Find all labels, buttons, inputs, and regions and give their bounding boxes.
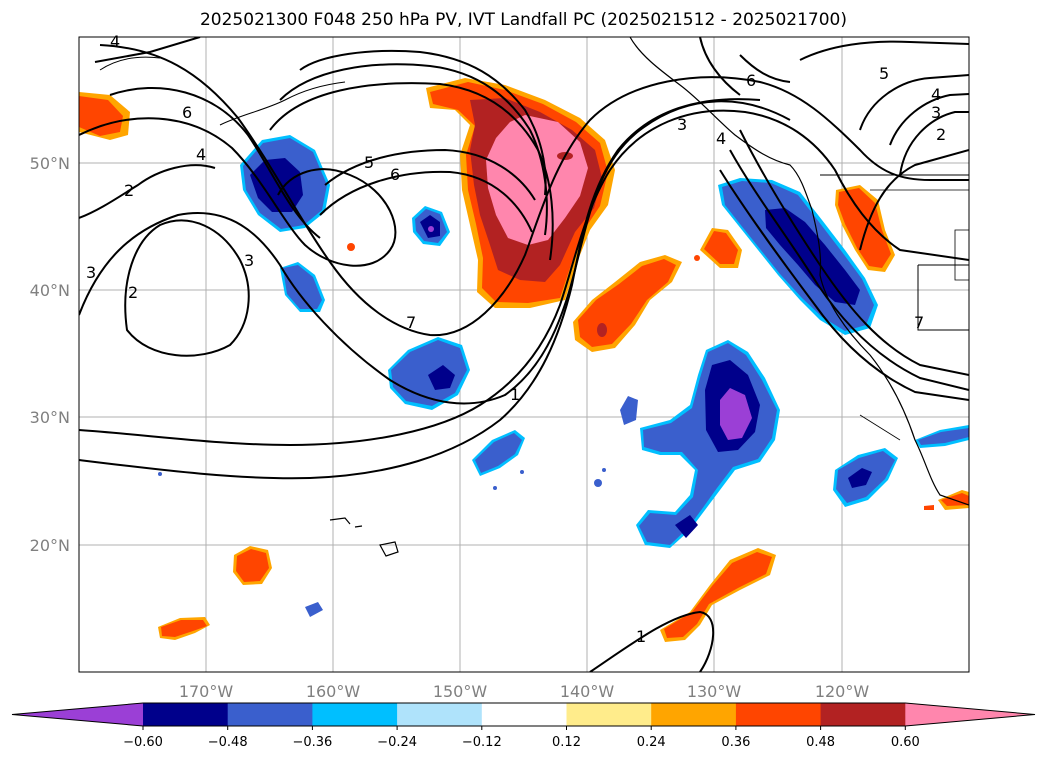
chart-title: 2025021300 F048 250 hPa PV, IVT Landfall…	[199, 10, 847, 30]
colorbar-tick-label: 0.36	[721, 735, 750, 750]
colorbar-segment	[312, 703, 398, 726]
colorbar-tick-label: −0.48	[208, 735, 248, 750]
colorbar-tick-label: −0.12	[462, 735, 502, 750]
colorbar-segment	[735, 703, 822, 726]
contour-label: 3	[677, 115, 687, 134]
coastlines	[99, 37, 969, 557]
positive-fill-regions	[79, 78, 969, 642]
map-layers	[79, 37, 969, 672]
contour-label: 4	[931, 85, 941, 104]
contour-label: 7	[406, 313, 416, 332]
colorbar-segment	[481, 703, 567, 726]
lon-label: 170°W	[179, 682, 234, 701]
contour-label: 4	[110, 32, 120, 51]
contour-label: 5	[879, 64, 889, 83]
contour-labels: 4 6 4 2 3 2 3 5 6 7 1 5 4 3 2 6 3 4 7 1	[86, 32, 946, 646]
contour-label: 7	[914, 313, 924, 332]
colorbar-tick-label: 0.24	[637, 735, 666, 750]
contour-label: 6	[182, 103, 192, 122]
lat-label: 50°N	[30, 154, 70, 173]
colorbar-tick-label: −0.60	[123, 735, 163, 750]
colorbar-segment	[820, 703, 906, 726]
colorbar-segment	[566, 703, 652, 726]
contour-label: 2	[936, 125, 946, 144]
lon-label: 130°W	[687, 682, 742, 701]
lat-label: 40°N	[30, 281, 70, 300]
longitude-labels: 170°W 160°W 150°W 140°W 130°W 120°W	[179, 682, 870, 701]
lon-label: 150°W	[433, 682, 488, 701]
colorbar-extend-max	[905, 703, 1035, 726]
colorbar-tick-label: 0.48	[806, 735, 835, 750]
colorbar-tick-label: 0.60	[891, 735, 920, 750]
lon-label: 140°W	[560, 682, 615, 701]
colorbar-tick-label: 0.12	[552, 735, 581, 750]
colorbar-segment	[397, 703, 483, 726]
lat-label: 30°N	[30, 408, 70, 427]
contour-label: 2	[128, 283, 138, 302]
contour-label: 3	[86, 263, 96, 282]
latitude-labels: 50°N 40°N 30°N 20°N	[30, 154, 70, 555]
colorbar-segment	[227, 703, 313, 726]
lon-label: 120°W	[815, 682, 870, 701]
map-frame	[78, 36, 970, 673]
colorbar-tick-label: −0.36	[292, 735, 332, 750]
contour-label: 4	[196, 145, 206, 164]
contour-label: 2	[124, 181, 134, 200]
contour-label: 6	[746, 71, 756, 90]
contour-label: 5	[364, 153, 374, 172]
contour-label: 1	[636, 627, 646, 646]
colorbar: −0.60 −0.48 −0.36 −0.24 −0.12 0.12 0.24 0.36 0.4…	[11, 702, 1036, 750]
colorbar-segment	[143, 703, 229, 726]
colorbar-tick-label: −0.24	[377, 735, 417, 750]
colorbar-extend-min	[12, 703, 143, 726]
lat-label: 20°N	[30, 536, 70, 555]
contour-label: 3	[931, 103, 941, 122]
contour-label: 1	[510, 385, 520, 404]
contour-label: 4	[716, 129, 726, 148]
colorbar-segment	[651, 703, 737, 726]
contour-label: 6	[390, 165, 400, 184]
contour-label: 3	[244, 251, 254, 270]
lon-label: 160°W	[306, 682, 361, 701]
